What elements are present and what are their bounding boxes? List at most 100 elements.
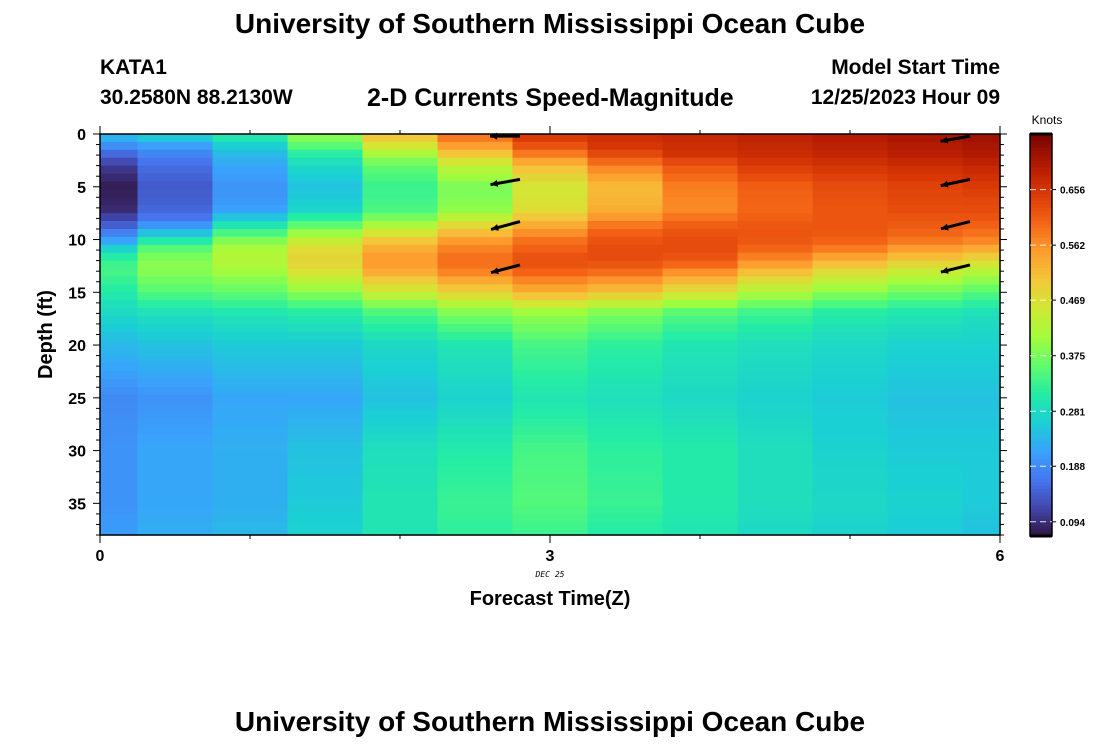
heatmap-cell xyxy=(962,165,1001,175)
heatmap-cell xyxy=(587,276,664,285)
heatmap-cell xyxy=(512,141,589,151)
heatmap-cell xyxy=(587,292,664,301)
heatmap-cell xyxy=(512,292,589,301)
current-vector-head xyxy=(940,267,949,274)
heatmap-cell xyxy=(212,292,289,301)
heatmap-cell xyxy=(737,490,814,499)
heatmap-cell xyxy=(512,252,589,262)
heatmap-cell xyxy=(287,339,364,349)
heatmap-cell xyxy=(137,355,214,365)
heatmap-cell xyxy=(437,244,514,254)
heatmap-cell xyxy=(737,371,814,380)
heatmap-cell xyxy=(100,403,139,412)
footer-title: University of Southern Mississippi Ocean… xyxy=(234,706,866,737)
heatmap-cell xyxy=(962,276,1001,285)
heatmap-cell xyxy=(887,276,964,285)
heatmap-cell xyxy=(962,363,1001,373)
heatmap-cell xyxy=(962,205,1001,214)
colorbar-segment xyxy=(1030,201,1052,205)
heatmap-cell xyxy=(212,228,289,238)
heatmap-cell xyxy=(512,189,589,198)
heatmap-cell xyxy=(587,228,664,238)
heatmap-cell xyxy=(437,395,514,404)
heatmap-cell xyxy=(212,300,289,309)
heatmap-cell xyxy=(737,228,814,238)
heatmap-cell xyxy=(287,268,364,278)
heatmap-cell xyxy=(287,260,364,270)
heatmap-cell xyxy=(287,173,364,183)
heatmap-cell xyxy=(437,371,514,380)
heatmap-cell xyxy=(212,387,289,396)
heatmap-cell xyxy=(737,513,814,523)
heatmap-cell xyxy=(212,157,289,167)
heatmap-cell xyxy=(512,466,589,475)
heatmap-cell xyxy=(437,221,514,230)
heatmap-cell xyxy=(100,379,139,388)
heatmap-cell xyxy=(962,308,1001,317)
colorbar-segment xyxy=(1030,482,1052,487)
colorbar-segment xyxy=(1030,288,1052,293)
heatmap-cell xyxy=(287,355,364,365)
heatmap-cell xyxy=(512,244,589,254)
heatmap-cell xyxy=(100,418,139,428)
colorbar-segment xyxy=(1030,224,1052,229)
heatmap-cell xyxy=(137,213,214,222)
colorbar-segment xyxy=(1030,227,1052,232)
heatmap-cell xyxy=(137,157,214,167)
heatmap-cell xyxy=(287,387,364,396)
heatmap-cell xyxy=(662,213,739,222)
heatmap-cell xyxy=(362,173,439,183)
colorbar-segment xyxy=(1030,261,1052,266)
colorbar-tick-label: 0.094 xyxy=(1060,518,1085,529)
colorbar-tick-label: 0.656 xyxy=(1060,186,1085,197)
heatmap-cell xyxy=(962,268,1001,278)
heatmap-cell xyxy=(512,418,589,428)
heatmap-cell xyxy=(362,434,439,444)
colorbar-segment xyxy=(1030,405,1052,410)
heatmap-cell xyxy=(137,442,214,452)
heatmap-cell xyxy=(887,442,964,452)
colorbar-segment xyxy=(1030,231,1052,236)
heatmap-cell xyxy=(662,418,739,428)
colorbar-segment xyxy=(1030,428,1052,433)
heatmap-cell xyxy=(100,276,139,285)
heatmap-cell xyxy=(287,252,364,262)
heatmap-cell xyxy=(437,490,514,499)
colorbar-segment xyxy=(1030,154,1052,159)
heatmap-cell xyxy=(887,355,964,365)
heatmap-cell xyxy=(812,213,889,222)
heatmap-cell xyxy=(887,521,964,531)
heatmap-cell xyxy=(962,371,1001,380)
colorbar-segment xyxy=(1030,475,1052,480)
heatmap-cell xyxy=(212,316,289,325)
heatmap-cell xyxy=(812,197,889,206)
heatmap-cell xyxy=(362,331,439,341)
heatmap-cell xyxy=(812,379,889,388)
heatmap-cell xyxy=(737,236,814,246)
heatmap-cell xyxy=(662,347,739,357)
heatmap-cell xyxy=(287,395,364,404)
heatmap-cell xyxy=(662,411,739,420)
colorbar-segment xyxy=(1030,241,1052,246)
heatmap-cell xyxy=(887,418,964,428)
heatmap-cell xyxy=(812,331,889,341)
heatmap-cell xyxy=(512,347,589,357)
heatmap-cell xyxy=(587,236,664,246)
heatmap-cell xyxy=(737,165,814,175)
y-tick-label: 5 xyxy=(77,180,86,197)
heatmap-cell xyxy=(100,197,139,206)
heatmap-cell xyxy=(812,411,889,420)
heatmap-cell xyxy=(137,379,214,388)
heatmap-cell xyxy=(100,442,139,452)
heatmap-cell xyxy=(737,316,814,325)
heatmap-cell xyxy=(137,292,214,301)
heatmap-cell xyxy=(362,411,439,420)
current-vector-arrow xyxy=(940,134,971,144)
heatmap-cell xyxy=(362,418,439,428)
colorbar-segment xyxy=(1030,505,1052,510)
heatmap-cell xyxy=(962,134,1001,143)
colorbar-segment xyxy=(1030,294,1052,299)
heatmap-cell xyxy=(887,458,964,467)
heatmap-cell xyxy=(962,482,1001,491)
heatmap-cell xyxy=(662,395,739,404)
